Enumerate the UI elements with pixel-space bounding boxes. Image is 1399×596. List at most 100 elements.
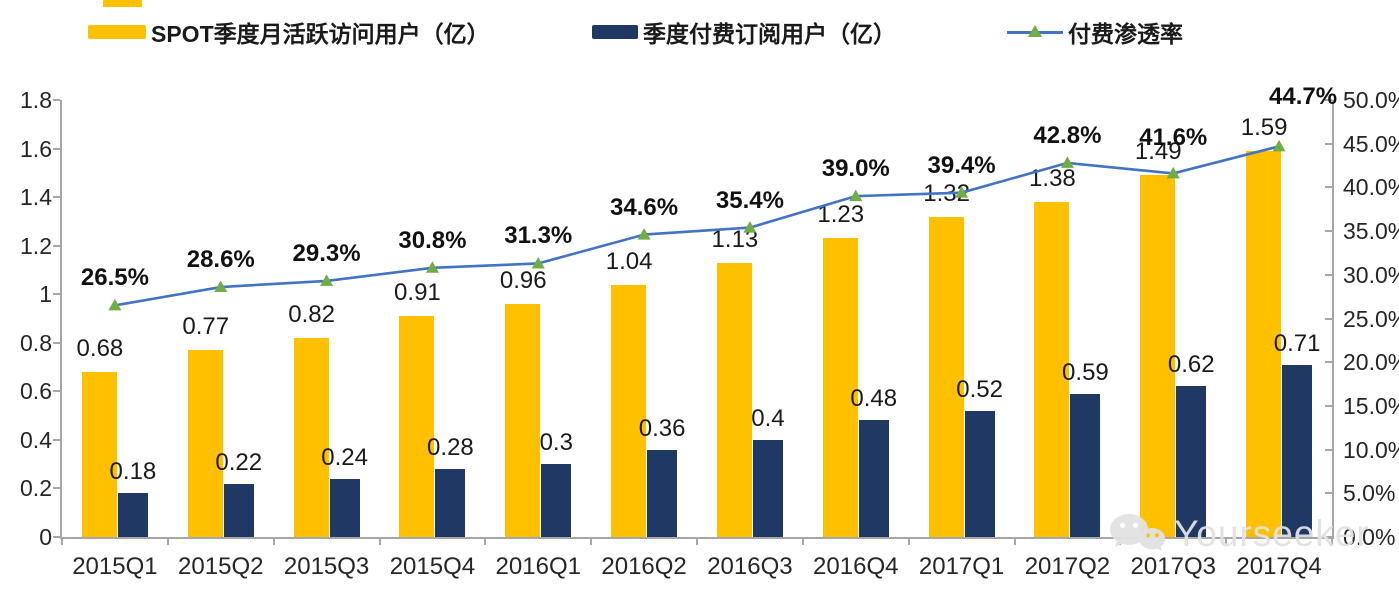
mau-bar: [611, 284, 647, 537]
penetration-rate-label: 31.3%: [504, 222, 573, 250]
left-axis-label: 1.8: [20, 87, 52, 113]
mau-bar-label: 1.13: [711, 225, 759, 253]
line-marker-triangle: [849, 189, 863, 202]
legend-label-penetration: 付费渗透率: [1068, 21, 1183, 47]
mau-bar: [293, 337, 329, 537]
x-axis-tick: [801, 537, 804, 545]
x-axis-tick: [696, 537, 698, 545]
penetration-rate-label: 29.3%: [292, 239, 361, 267]
mau-bar-label: 0.77: [182, 313, 230, 341]
left-axis-tick: [53, 438, 60, 441]
subscriber-bar: [117, 493, 148, 537]
x-axis-label: 2015Q2: [178, 553, 264, 580]
right-axis-tick: [1325, 186, 1332, 189]
legend-item-subscribers: 季度付费订阅用户（亿）: [592, 14, 896, 50]
left-axis-label: 1: [39, 281, 52, 308]
penetration-rate-label: 34.6%: [610, 193, 679, 221]
subscriber-bar: [1282, 364, 1313, 537]
legend-item-mau: SPOT季度月活跃访问用户（亿）: [88, 14, 490, 50]
right-axis-label: 20.0%: [1343, 349, 1399, 376]
right-axis-line: [1332, 100, 1334, 539]
subscriber-bar: [752, 439, 783, 537]
right-axis-label: 30.0%: [1343, 261, 1399, 288]
x-axis-tick: [1225, 537, 1228, 545]
line-marker-triangle: [637, 228, 651, 240]
penetration-rate-label: 28.6%: [186, 246, 255, 274]
left-axis-label: 0: [39, 524, 52, 550]
mau-bar-label: 0.96: [499, 266, 547, 294]
legend-label-subscribers: 季度付费订阅用户（亿）: [643, 21, 896, 47]
watermark-text: Yourseeker: [1174, 513, 1370, 554]
subscriber-bar-label: 0.22: [215, 448, 263, 476]
penetration-rate-label: 44.7%: [1269, 83, 1338, 111]
subscriber-bar-label: 0.24: [321, 443, 368, 471]
mau-bar: [716, 262, 752, 537]
left-axis-tick: [53, 196, 60, 199]
subscriber-bar: [329, 478, 360, 537]
mau-bar-label: 1.23: [817, 201, 865, 229]
x-axis-label: 2016Q1: [495, 553, 581, 580]
mau-bar-label: 0.91: [394, 279, 441, 307]
subscriber-bar-label: 0.52: [956, 375, 1003, 403]
subscriber-bar: [223, 483, 254, 537]
left-axis-tick: [53, 147, 60, 150]
legend-item-penetration: 付费渗透率: [1007, 14, 1183, 50]
left-axis-label: 0.6: [20, 378, 52, 405]
left-axis-label: 1.6: [20, 135, 52, 162]
penetration-rate-label: 42.8%: [1033, 121, 1102, 149]
penetration-rate-label: 26.5%: [80, 264, 149, 292]
mau-bar: [399, 316, 435, 537]
left-axis-tick: [53, 293, 60, 296]
x-axis-label: 2016Q4: [813, 553, 899, 580]
x-axis-label: 2015Q4: [389, 553, 476, 580]
x-axis-tick: [1331, 537, 1333, 545]
right-axis-label: 5.0%: [1343, 480, 1396, 507]
subscriber-bar-label: 0.18: [109, 458, 157, 486]
x-axis-label: 2017Q1: [918, 553, 1005, 580]
x-axis-label: 2016Q2: [601, 553, 687, 580]
x-axis-label: 2015Q1: [72, 553, 158, 580]
mau-bar-label: 1.04: [605, 247, 653, 275]
right-axis-tick: [1325, 492, 1332, 495]
left-axis-label: 1.2: [20, 232, 52, 259]
mau-bar-label: 0.82: [288, 300, 335, 328]
left-axis-tick: [53, 487, 60, 490]
left-axis-tick: [53, 244, 60, 247]
subscriber-bar: [435, 469, 466, 537]
subscriber-bar: [1176, 386, 1207, 537]
left-axis-tick: [53, 390, 60, 393]
subscriber-bar-label: 0.62: [1167, 351, 1215, 379]
right-axis-tick: [1325, 142, 1332, 145]
penetration-rate-label: 41.6%: [1139, 124, 1208, 152]
right-axis-tick: [1325, 230, 1332, 233]
subscriber-bar-label: 0.3: [539, 429, 573, 457]
subscriber-bar: [541, 464, 572, 537]
right-axis-tick: [1325, 99, 1332, 101]
left-axis-tick: [53, 99, 60, 101]
subscribers-color-swatch: [592, 25, 638, 39]
line-marker-triangle: [320, 274, 334, 286]
subscriber-bar: [964, 410, 995, 537]
watermark: Yourseeker: [1108, 512, 1370, 556]
subscriber-bar-label: 0.4: [751, 404, 785, 432]
x-axis-label: 2015Q3: [283, 553, 370, 580]
right-axis-label: 35.0%: [1343, 218, 1399, 245]
x-axis-tick: [378, 537, 381, 545]
mau-bar-label: 1.38: [1029, 164, 1076, 192]
right-axis-tick: [1325, 317, 1332, 320]
subscriber-bar: [1070, 393, 1101, 537]
penetration-rate-label: 30.8%: [398, 226, 467, 254]
top-edge-artifact: [103, 0, 142, 7]
line-marker-triangle: [214, 280, 228, 293]
penetration-rate-label: 35.4%: [715, 186, 784, 214]
x-axis-tick: [166, 537, 169, 545]
right-axis-label: 50.0%: [1343, 87, 1399, 113]
penetration-rate-label: 39.0%: [821, 155, 890, 183]
line-marker-triangle: [1272, 139, 1286, 152]
subscriber-bar-label: 0.36: [638, 414, 686, 442]
right-axis-label: 10.0%: [1343, 436, 1399, 463]
line-marker-triangle: [108, 298, 122, 311]
x-axis-tick: [61, 537, 63, 545]
mau-bar: [187, 350, 223, 537]
mau-bar-label: 0.68: [76, 334, 124, 362]
